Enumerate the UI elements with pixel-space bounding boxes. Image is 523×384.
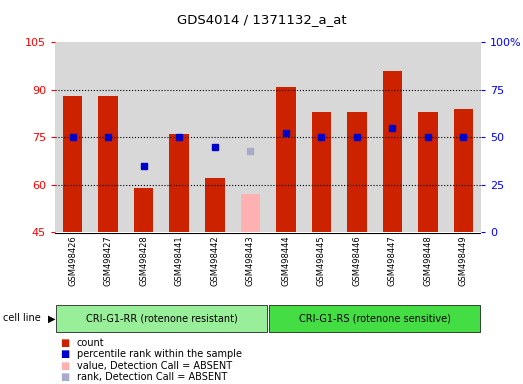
Bar	[197, 42, 233, 232]
Text: percentile rank within the sample: percentile rank within the sample	[77, 349, 242, 359]
Text: GSM498426: GSM498426	[68, 235, 77, 286]
Bar	[205, 179, 224, 232]
Text: cell line: cell line	[3, 313, 40, 323]
Bar	[169, 134, 189, 232]
Bar	[241, 194, 260, 232]
Text: GSM498445: GSM498445	[317, 235, 326, 286]
Text: ■: ■	[60, 372, 70, 382]
Text: ■: ■	[60, 338, 70, 348]
Bar	[268, 42, 303, 232]
FancyBboxPatch shape	[56, 305, 267, 332]
Text: ■: ■	[60, 361, 70, 371]
Bar	[55, 42, 90, 232]
Text: GSM498448: GSM498448	[424, 235, 433, 286]
FancyBboxPatch shape	[269, 305, 480, 332]
Text: GSM498427: GSM498427	[104, 235, 112, 286]
Bar	[303, 42, 339, 232]
Bar	[453, 109, 473, 232]
Text: CRI-G1-RS (rotenone sensitive): CRI-G1-RS (rotenone sensitive)	[299, 313, 450, 323]
Bar	[63, 96, 83, 232]
Text: GSM498442: GSM498442	[210, 235, 219, 286]
Text: GSM498443: GSM498443	[246, 235, 255, 286]
Bar	[276, 87, 295, 232]
Text: GSM498446: GSM498446	[353, 235, 361, 286]
Bar	[134, 188, 153, 232]
Text: GSM498444: GSM498444	[281, 235, 290, 286]
Bar	[418, 112, 438, 232]
Bar	[98, 96, 118, 232]
Bar	[339, 42, 374, 232]
Text: count: count	[77, 338, 105, 348]
Bar	[410, 42, 446, 232]
Text: ▶: ▶	[48, 313, 55, 323]
Text: GSM498449: GSM498449	[459, 235, 468, 286]
Bar	[233, 42, 268, 232]
Text: GSM498447: GSM498447	[388, 235, 397, 286]
Bar	[90, 42, 126, 232]
Text: GSM498441: GSM498441	[175, 235, 184, 286]
Text: ■: ■	[60, 349, 70, 359]
Bar	[347, 112, 367, 232]
Bar	[374, 42, 410, 232]
Bar	[126, 42, 162, 232]
Text: value, Detection Call = ABSENT: value, Detection Call = ABSENT	[77, 361, 232, 371]
Bar	[162, 42, 197, 232]
Text: GSM498428: GSM498428	[139, 235, 148, 286]
Text: CRI-G1-RR (rotenone resistant): CRI-G1-RR (rotenone resistant)	[86, 313, 237, 323]
Bar	[446, 42, 481, 232]
Bar	[312, 112, 331, 232]
Text: rank, Detection Call = ABSENT: rank, Detection Call = ABSENT	[77, 372, 227, 382]
Bar	[383, 71, 402, 232]
Text: GDS4014 / 1371132_a_at: GDS4014 / 1371132_a_at	[177, 13, 346, 26]
